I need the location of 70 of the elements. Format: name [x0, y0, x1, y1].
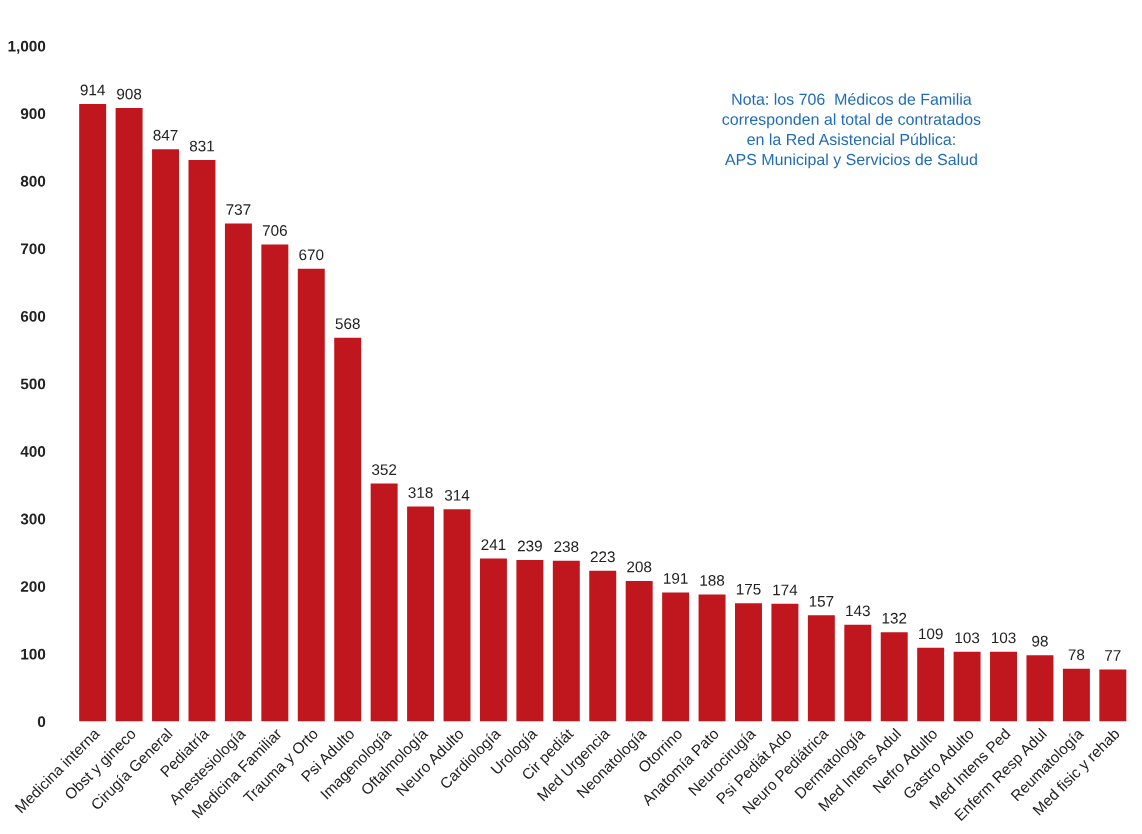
data-label: 175: [736, 583, 761, 595]
y-tick-label: 600: [20, 310, 46, 322]
bar: [188, 160, 216, 722]
y-tick-label: 800: [20, 175, 46, 187]
data-label: 238: [554, 541, 579, 553]
bar: [152, 149, 180, 722]
bar: [880, 632, 908, 722]
data-label: 568: [335, 318, 360, 330]
bar: [297, 268, 325, 722]
y-tick-label: 300: [20, 513, 46, 525]
y-tick-label: 100: [21, 648, 46, 660]
bar: [735, 603, 762, 722]
data-label: 208: [627, 561, 652, 573]
data-label: 188: [700, 575, 725, 586]
bar: [1062, 668, 1090, 722]
data-label: 157: [809, 596, 834, 607]
bar: [625, 580, 653, 722]
data-label: 706: [262, 225, 287, 236]
data-label: 223: [590, 551, 615, 563]
bar: [334, 337, 362, 722]
data-label: 109: [919, 628, 943, 640]
data-label: 318: [408, 487, 433, 499]
bar: [79, 103, 107, 722]
data-label: 914: [80, 84, 105, 96]
bar: [844, 624, 872, 722]
data-label: 77: [1105, 650, 1121, 661]
bar: [698, 594, 726, 722]
bar: [552, 560, 580, 722]
bar: [479, 558, 507, 722]
data-label: 98: [1032, 635, 1048, 647]
data-label: 143: [846, 605, 870, 617]
data-label: 670: [299, 249, 324, 261]
bar: [1026, 655, 1054, 722]
data-label: 103: [955, 632, 980, 644]
bar: [953, 651, 981, 722]
bar: [1099, 669, 1127, 722]
bar: [917, 647, 945, 722]
data-label: 132: [882, 612, 907, 624]
data-label: 103: [991, 632, 1016, 644]
data-label: 737: [226, 204, 251, 215]
data-label: 241: [481, 539, 506, 550]
data-label: 78: [1068, 649, 1085, 661]
data-label: 908: [117, 88, 142, 100]
y-tick-label: 700: [20, 243, 46, 255]
data-label: 191: [664, 572, 688, 584]
bar: [443, 509, 471, 722]
data-label: 831: [189, 140, 214, 152]
bar: [662, 592, 690, 722]
data-label: 352: [371, 464, 397, 476]
bar: [407, 506, 435, 722]
bar: [990, 651, 1017, 722]
y-tick-label: 0: [37, 716, 46, 728]
data-label: 174: [773, 584, 798, 596]
data-label: 239: [517, 540, 542, 552]
bar: [115, 108, 143, 722]
bar: [370, 483, 398, 722]
y-tick-label: 900: [20, 108, 46, 120]
y-tick-label: 500: [20, 378, 46, 390]
annotation: Nota: los 706 Médicos de Familia corresponden al total de contratados en la Red Asistencial Pública: APS Municipal y Servicios de Salud: [722, 92, 981, 169]
bar: [261, 244, 289, 722]
bar: [224, 223, 252, 722]
y-tick-label: 1,000: [8, 40, 46, 54]
bar: [589, 570, 617, 722]
data-label: 314: [444, 489, 470, 501]
y-tick-label: 400: [20, 446, 46, 457]
bar: [807, 615, 835, 722]
data-label: 847: [153, 129, 178, 141]
y-tick-label: 200: [20, 581, 46, 592]
bar: [516, 559, 544, 722]
bar: [771, 603, 799, 722]
